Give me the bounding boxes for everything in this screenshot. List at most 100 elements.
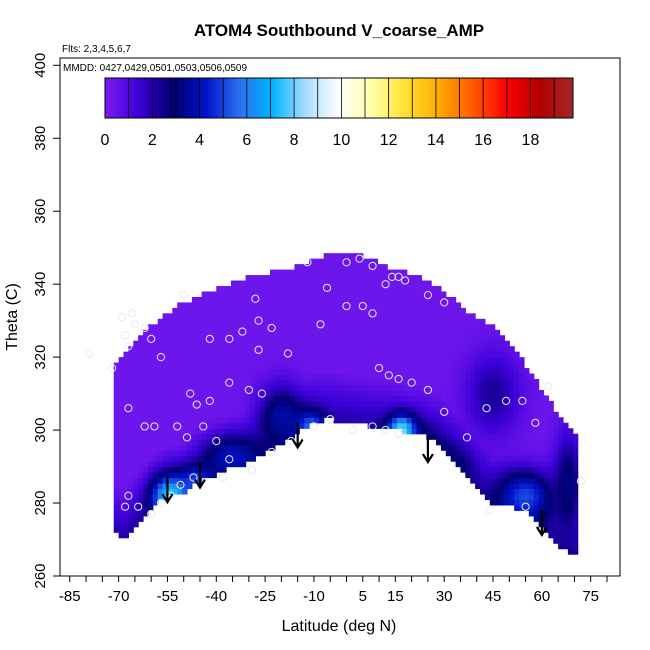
- heatmap-cell: [226, 461, 232, 468]
- heatmap-cell: [504, 450, 510, 457]
- heatmap-cell: [406, 280, 413, 287]
- heatmap-cell: [401, 368, 408, 375]
- heatmap-cell: [284, 335, 291, 342]
- heatmap-cell: [245, 428, 252, 435]
- heatmap-cell: [470, 329, 476, 336]
- heatmap-cell: [118, 379, 125, 386]
- heatmap-cell: [133, 406, 139, 413]
- heatmap-cell: [333, 373, 339, 380]
- heatmap-cell: [313, 411, 320, 418]
- heatmap-cell: [416, 313, 422, 320]
- heatmap-cell: [543, 510, 549, 517]
- heatmap-cell: [279, 269, 286, 276]
- heatmap-cell: [480, 439, 486, 446]
- heatmap-cell: [401, 379, 408, 386]
- heatmap-cell: [274, 313, 281, 320]
- heatmap-cell: [206, 302, 212, 309]
- heatmap-cell: [147, 482, 154, 490]
- heatmap-cell: [221, 433, 227, 440]
- heatmap-cell: [240, 428, 247, 435]
- heatmap-cell: [226, 428, 232, 435]
- heatmap-cell: [396, 340, 403, 347]
- heatmap-cell: [523, 411, 530, 418]
- heatmap-cell: [533, 400, 540, 407]
- heatmap-cell: [294, 291, 300, 298]
- heatmap-cell: [353, 368, 359, 375]
- heatmap-cell: [480, 422, 486, 429]
- heatmap-cell: [221, 324, 227, 331]
- heatmap-cell: [128, 455, 134, 462]
- heatmap-cell: [177, 340, 183, 347]
- sample-point: [254, 345, 263, 354]
- heatmap-cell: [113, 433, 120, 440]
- heatmap-cell: [572, 526, 579, 533]
- heatmap-cell: [514, 357, 520, 364]
- heatmap-cell: [191, 417, 198, 424]
- heatmap-cell: [353, 302, 359, 309]
- heatmap-cell: [465, 444, 471, 451]
- heatmap-cell: [206, 411, 212, 418]
- heatmap-cell: [382, 422, 388, 429]
- heatmap-cell: [113, 406, 120, 413]
- heatmap-cell: [313, 275, 320, 282]
- heatmap-cell: [367, 362, 374, 369]
- heatmap-cell: [563, 543, 569, 550]
- heatmap-cell: [123, 351, 129, 358]
- heatmap-cell: [323, 258, 330, 265]
- heatmap-cell: [353, 324, 359, 331]
- heatmap-cell: [333, 275, 339, 282]
- heatmap-cell: [279, 411, 286, 418]
- heatmap-cell: [455, 461, 462, 468]
- heatmap-cell: [318, 269, 325, 276]
- heatmap-cell: [367, 389, 374, 397]
- heatmap-cell: [465, 428, 471, 435]
- heatmap-cell: [348, 362, 354, 369]
- heatmap-cell: [338, 357, 344, 364]
- heatmap-cell: [489, 411, 496, 418]
- heatmap-cell: [357, 318, 364, 325]
- heatmap-cell: [563, 488, 569, 495]
- heatmap-cell: [265, 379, 271, 386]
- heatmap-cell: [152, 433, 159, 440]
- heatmap-cell: [138, 461, 144, 468]
- heatmap-cell: [523, 395, 530, 402]
- heatmap-cell: [279, 313, 286, 320]
- heatmap-cell: [343, 318, 349, 325]
- heatmap-cell: [196, 455, 203, 462]
- heatmap-cell: [396, 351, 403, 358]
- heatmap-cell: [480, 351, 486, 358]
- sample-point: [326, 415, 335, 424]
- heatmap-cell: [128, 488, 134, 495]
- heatmap-cell: [548, 510, 554, 517]
- heatmap-cell: [226, 373, 232, 380]
- heatmap-cell: [182, 302, 188, 309]
- heatmap-cell: [494, 329, 501, 336]
- heatmap-cell: [206, 368, 212, 375]
- heatmap-cell: [528, 406, 535, 413]
- heatmap-cell: [323, 285, 330, 293]
- heatmap-cell: [265, 444, 271, 451]
- heatmap-cell: [235, 362, 242, 369]
- heatmap-cell: [504, 389, 510, 397]
- heatmap-cell: [133, 488, 139, 495]
- heatmap-cell: [436, 384, 442, 391]
- heatmap-cell: [480, 444, 486, 451]
- heatmap-cell: [484, 368, 491, 375]
- heatmap-cell: [509, 357, 515, 364]
- descent-arrow-head: [535, 526, 548, 538]
- heatmap-cell: [294, 318, 300, 325]
- heatmap-cell: [436, 433, 442, 440]
- heatmap-cell: [196, 444, 203, 451]
- heatmap-cell: [548, 477, 554, 484]
- heatmap-cell: [489, 389, 496, 397]
- heatmap-cell: [186, 346, 193, 353]
- heatmap-cell: [177, 368, 183, 375]
- heatmap-cell: [221, 373, 227, 380]
- heatmap-cell: [343, 379, 349, 386]
- heatmap-cell: [245, 395, 252, 402]
- heatmap-cell: [279, 340, 286, 347]
- heatmap-cell: [484, 340, 491, 347]
- heatmap-cell: [377, 329, 383, 336]
- heatmap-cell: [470, 362, 476, 369]
- heatmap-cell: [113, 510, 120, 517]
